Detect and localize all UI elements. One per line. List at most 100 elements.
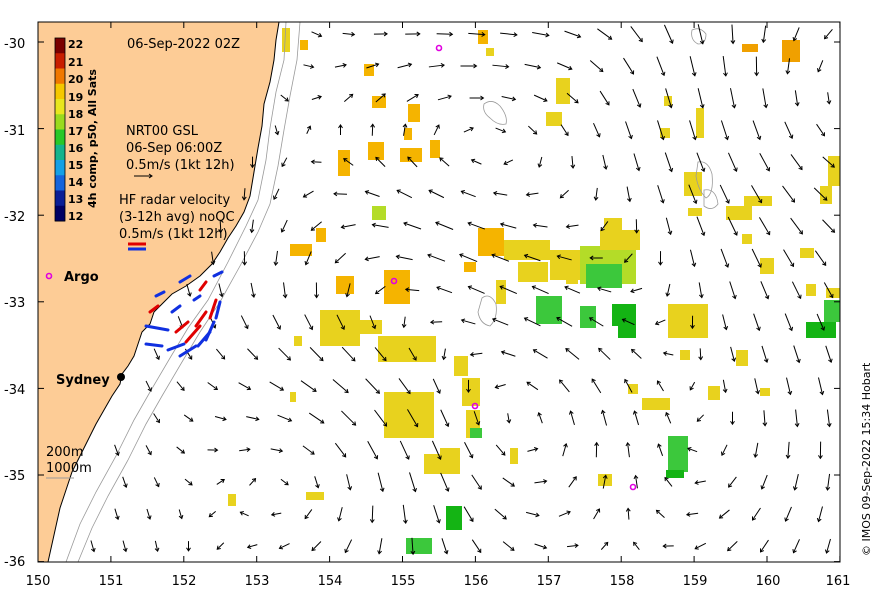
current-vector xyxy=(564,30,581,38)
current-vector-head xyxy=(830,163,835,168)
current-vector xyxy=(502,477,515,487)
colorbar-title: 4h comp, p50, All Sats xyxy=(86,69,99,208)
current-vector-head xyxy=(403,221,408,227)
current-vector-head xyxy=(797,294,802,300)
sst-patch xyxy=(760,388,770,396)
current-vector-head xyxy=(155,418,160,424)
current-vector xyxy=(332,379,349,393)
current-vector xyxy=(114,508,119,520)
current-vector-head xyxy=(501,128,507,134)
current-vector xyxy=(343,158,354,166)
sst-patch xyxy=(504,240,550,260)
current-vector xyxy=(399,440,410,460)
current-vector-head xyxy=(757,263,762,268)
current-vector-head xyxy=(699,104,705,109)
current-scale-label: 0.5m/s (1kt 12h) xyxy=(126,158,235,173)
current-vector xyxy=(407,156,418,168)
current-vector-head xyxy=(405,455,410,460)
current-vector-head xyxy=(605,101,610,106)
current-vector-head xyxy=(340,325,346,331)
radar-scale-label: 0.5m/s (1kt 12h) xyxy=(119,227,228,242)
argo-floats xyxy=(45,44,637,491)
current-vector-head xyxy=(699,40,705,45)
seamount-contour-4 xyxy=(695,161,713,199)
current-vector xyxy=(727,541,738,551)
current-vector-head xyxy=(730,420,735,426)
current-vector xyxy=(719,184,730,204)
current-vector-head xyxy=(785,454,791,460)
current-vector xyxy=(375,93,386,103)
current-vector-head xyxy=(189,417,194,422)
current-vector xyxy=(468,222,485,230)
current-vector-head xyxy=(820,132,825,137)
current-vector-head xyxy=(279,386,285,391)
current-vector xyxy=(824,29,833,39)
y-tick-label: -36 xyxy=(4,555,25,570)
current-vector xyxy=(90,540,95,552)
current-vector-head xyxy=(502,515,507,520)
current-vector-head xyxy=(436,285,441,291)
sst-patch xyxy=(282,28,290,52)
current-vector xyxy=(538,156,543,168)
sst-patch xyxy=(680,350,690,360)
current-vector xyxy=(816,313,825,331)
radar-vector-blue xyxy=(144,342,164,348)
current-vector xyxy=(784,313,793,331)
colorbar-label: 14 xyxy=(68,176,84,189)
current-vector xyxy=(366,63,379,69)
sst-colorbar: 22 21 20 19 18 17 16 15 14 13 12 4h comp… xyxy=(54,37,99,223)
current-vector-head xyxy=(665,292,671,297)
current-vector xyxy=(657,185,664,203)
current-vector xyxy=(346,283,351,297)
sst-patch xyxy=(510,448,518,464)
current-vector-head xyxy=(439,157,444,162)
current-vector xyxy=(532,285,549,295)
current-vector-head xyxy=(115,451,120,457)
current-vector xyxy=(826,473,831,491)
current-vector xyxy=(409,472,416,492)
current-vector xyxy=(666,283,671,297)
current-vector xyxy=(114,444,119,456)
current-vector-head xyxy=(373,455,379,460)
seamount-contour-5 xyxy=(703,189,719,209)
current-vector-head xyxy=(789,262,795,268)
x-tick-label: 159 xyxy=(683,574,708,589)
current-vector-head xyxy=(756,135,762,141)
current-vector xyxy=(176,381,185,391)
current-vector xyxy=(211,251,214,265)
current-vector-head xyxy=(625,507,631,512)
current-vector xyxy=(336,314,345,330)
current-vector-head xyxy=(310,450,315,455)
argo-float-marker xyxy=(390,277,398,285)
radar-vector-blue xyxy=(178,344,198,358)
current-vector-head xyxy=(655,509,661,514)
current-vector-head xyxy=(691,72,697,77)
current-vector xyxy=(722,314,727,330)
current-vector-head xyxy=(404,287,410,292)
current-vector xyxy=(624,253,633,263)
current-vector xyxy=(408,347,417,361)
radar-vector-red xyxy=(184,324,202,344)
current-vector xyxy=(533,94,548,102)
current-vector xyxy=(665,217,672,235)
current-vector-head xyxy=(320,419,325,424)
current-vector-head xyxy=(147,387,152,392)
map-frame xyxy=(37,21,841,563)
current-vector-head xyxy=(475,421,481,426)
current-vector-head xyxy=(625,441,631,447)
current-vector xyxy=(305,251,312,265)
current-vector xyxy=(247,544,258,548)
current-vector-head xyxy=(510,482,515,487)
current-vector-head xyxy=(724,263,730,268)
current-vector xyxy=(208,510,217,518)
current-vector-head xyxy=(824,549,830,554)
current-vector xyxy=(407,409,418,427)
current-vector-head xyxy=(600,409,606,415)
current-vector xyxy=(631,349,642,359)
current-vector xyxy=(627,508,630,520)
current-vector xyxy=(374,409,387,427)
current-vector xyxy=(752,120,761,140)
current-vector xyxy=(689,381,696,391)
current-vector-head xyxy=(698,356,704,361)
current-vector xyxy=(754,442,759,458)
